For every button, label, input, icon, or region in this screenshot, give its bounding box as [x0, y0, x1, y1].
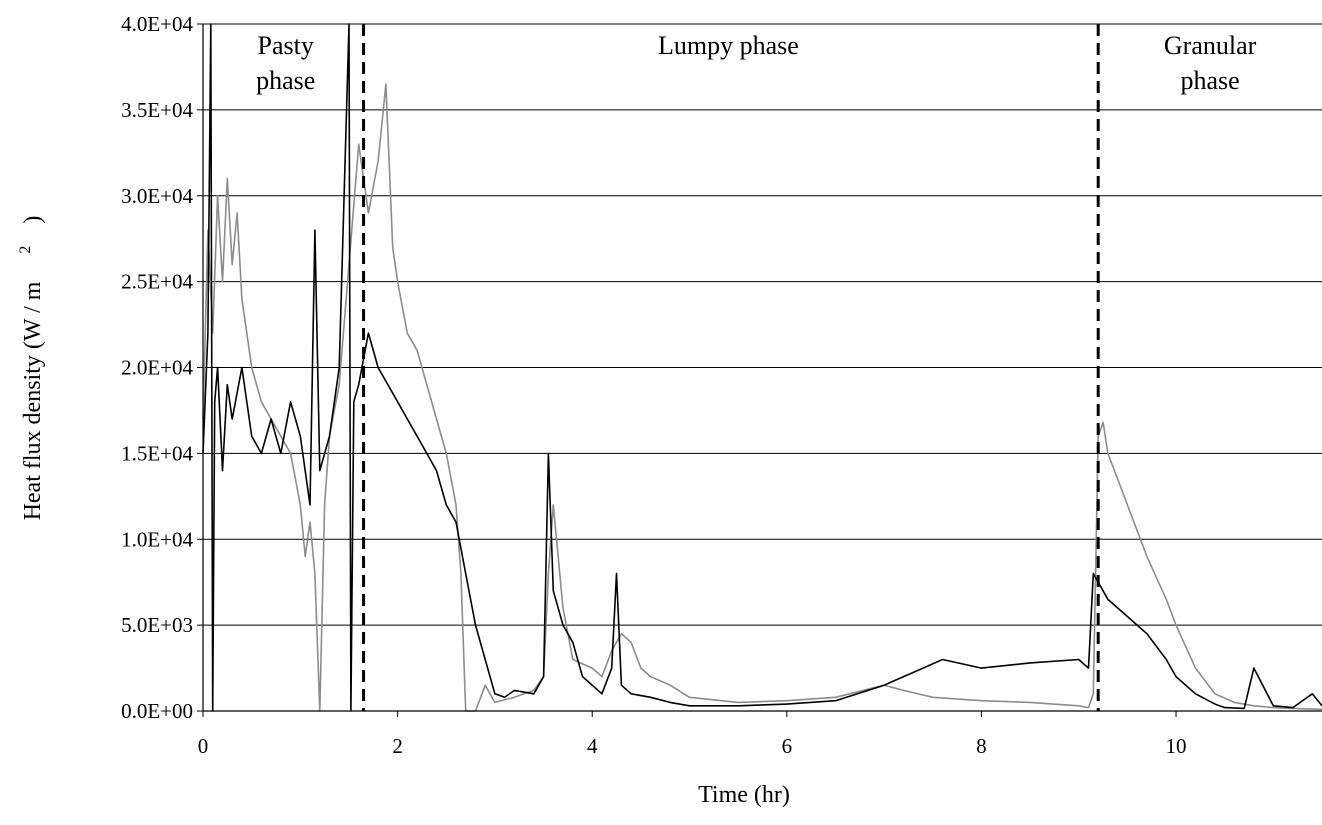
x-tick-label-5: 10 — [1166, 734, 1187, 758]
y-tick-label-0: 0.0E+00 — [121, 699, 193, 723]
y-tick-label-4: 2.0E+04 — [121, 356, 193, 380]
phase-label-0-line-0: Pasty — [258, 31, 314, 60]
x-tick-label-3: 6 — [782, 734, 793, 758]
y-tick-labels: 0.0E+00 5.0E+03 1.0E+04 1.5E+04 2.0E+04 2.5E+… — [121, 12, 193, 723]
y-tick-label-7: 3.5E+04 — [121, 98, 193, 122]
x-tick-label-0: 0 — [198, 734, 209, 758]
x-axis-label: Time (hr) — [698, 782, 790, 808]
series-line-1 — [202, 23, 1322, 712]
x-tick-labels: 0 2 4 6 8 10 — [198, 734, 1187, 758]
y-axis-label-main: Heat flux density (W / m — [20, 281, 46, 520]
phase-label-0-line-1: phase — [256, 66, 315, 95]
x-tick-label-2: 4 — [587, 734, 598, 758]
y-tick-label-1: 5.0E+03 — [121, 613, 193, 637]
phase-label-1-line-0: Lumpy phase — [658, 31, 799, 60]
y-axis-label: Heat flux density (W / m 2 ) — [10, 216, 46, 521]
y-tick-label-2: 1.0E+04 — [121, 527, 193, 551]
phase-labels: Pasty phase Lumpy phase Granular phase — [256, 31, 1257, 95]
y-tick-label-8: 4.0E+04 — [121, 12, 193, 36]
y-axis-label-group: Heat flux density (W / m 2 ) — [10, 216, 46, 521]
y-tick-label-5: 2.5E+04 — [121, 270, 193, 294]
x-tick-label-1: 2 — [392, 734, 403, 758]
series-lines — [202, 23, 1322, 712]
y-axis-label-superscript: 2 — [17, 246, 34, 254]
axes — [197, 23, 1322, 717]
x-tick-label-4: 8 — [976, 734, 987, 758]
y-tick-label-3: 1.5E+04 — [121, 441, 193, 465]
phase-label-2-line-0: Granular — [1164, 31, 1257, 60]
phase-boundaries — [362, 24, 1100, 711]
y-tick-label-6: 3.0E+04 — [121, 184, 193, 208]
y-axis-label-close: ) — [20, 216, 46, 224]
phase-label-2-line-1: phase — [1180, 66, 1239, 95]
grid-lines — [203, 23, 1322, 626]
series-line-0 — [202, 83, 1322, 712]
